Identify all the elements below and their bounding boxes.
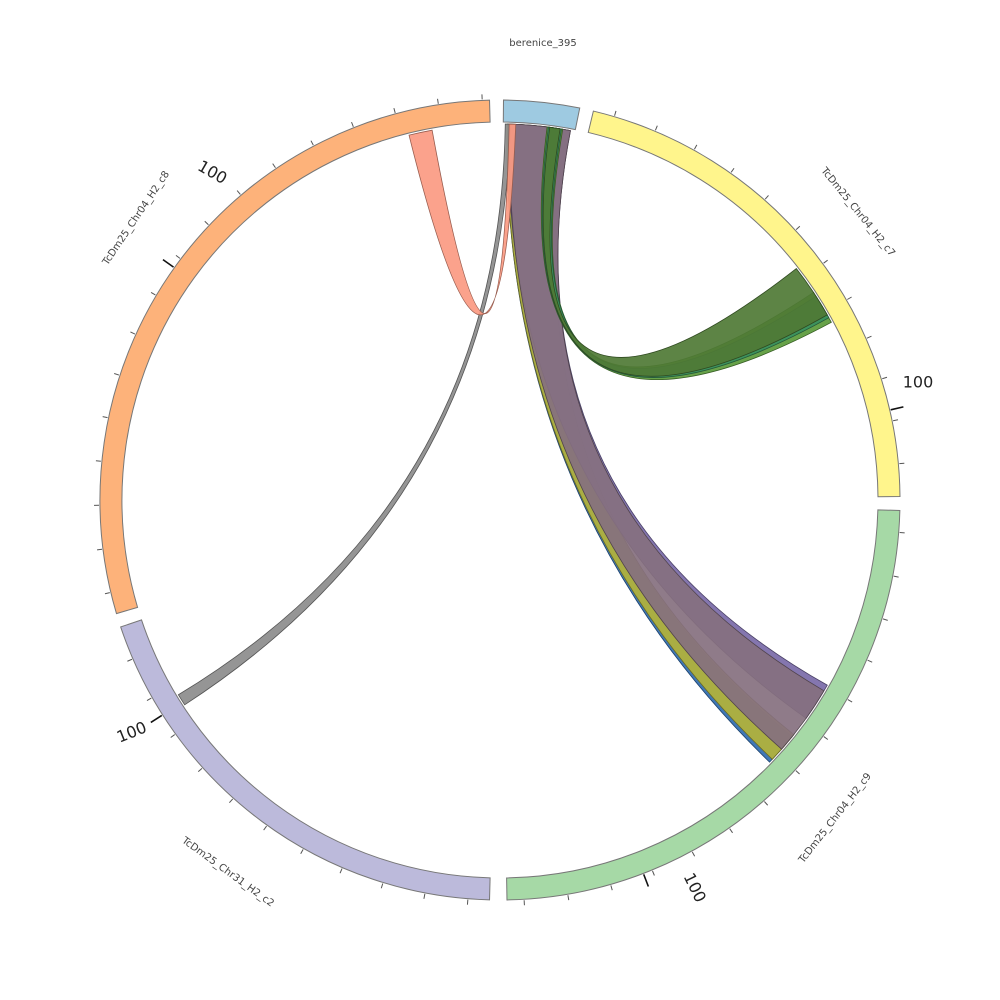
tick-c8 [150, 291, 156, 296]
tick-c9 [729, 828, 733, 834]
tick-c7 [823, 259, 828, 264]
tick-label-c2: 100 [114, 718, 149, 747]
segment-layer [99, 99, 901, 901]
tick-c9 [795, 770, 800, 775]
tick-c8 [104, 592, 110, 595]
tick-c2 [423, 893, 426, 899]
tick-c8 [272, 163, 276, 169]
major-tick-c9 [642, 874, 650, 887]
tick-c8 [102, 416, 108, 419]
tick-c8 [351, 121, 354, 127]
segment-c8 [99, 99, 491, 615]
tick-c7 [866, 335, 872, 339]
tick-label-c9: 100 [680, 870, 710, 906]
segment-label-c9: TcDm25_Chr04_H2_c9 [796, 771, 874, 866]
segment-c7 [587, 110, 901, 498]
tick-c7 [730, 167, 735, 173]
tick-c2 [197, 767, 203, 773]
tick-c8 [393, 107, 396, 114]
link-berenice-c7-6 [542, 126, 828, 377]
tick-c7 [764, 195, 769, 200]
tick-layer [94, 94, 905, 906]
tick-c7 [795, 225, 801, 230]
tick-c9 [823, 736, 829, 740]
segment-label-c2: TcDm25_Chr31_H2_c2 [179, 835, 276, 910]
tick-c2 [380, 883, 384, 889]
tick-c9 [610, 885, 613, 891]
tick-c2 [127, 658, 133, 662]
segment-c2 [120, 619, 491, 901]
tick-c9 [867, 659, 873, 663]
tick-c7 [892, 419, 899, 422]
link-berenice-c9-3 [509, 123, 825, 750]
tick-c7 [847, 296, 852, 300]
tick-c8 [175, 254, 181, 259]
tick-c9 [764, 801, 769, 806]
link-berenice-c2-7 [177, 123, 511, 706]
tick-label-c8: 100 [195, 156, 231, 188]
tick-c2 [263, 825, 267, 831]
major-tick-c2 [150, 714, 163, 724]
tick-c7 [882, 376, 888, 380]
tick-c2 [170, 734, 176, 738]
tick-c7 [693, 144, 698, 150]
tick-c8 [97, 548, 103, 551]
segment-c9 [506, 509, 901, 901]
tick-c8 [236, 190, 241, 195]
tick-c2 [300, 849, 304, 854]
segment-label-berenice: berenice_395 [509, 38, 576, 49]
tick-c8 [437, 98, 439, 104]
tick-c2 [229, 798, 234, 803]
tick-c2 [339, 868, 343, 874]
tick-c9 [567, 895, 570, 901]
tick-c9 [847, 699, 853, 703]
tick-c8 [204, 220, 209, 226]
tick-c9 [882, 618, 888, 621]
tick-c9 [652, 870, 655, 876]
segment-label-c8: TcDm25_Chr04_H2_c8 [100, 169, 172, 268]
segment-berenice [502, 99, 581, 131]
tick-c8 [310, 140, 314, 146]
tick-c7 [614, 110, 617, 116]
tick-c2 [146, 697, 152, 701]
segment-label-c7: TcDm25_Chr04_H2_c7 [818, 165, 897, 259]
link-berenice-c8-8 [408, 123, 517, 316]
major-tick-c8 [162, 258, 175, 268]
tick-c8 [114, 373, 120, 376]
tick-c9 [691, 851, 696, 857]
tick-c9 [893, 575, 899, 578]
link-layer [177, 123, 832, 763]
tick-label-c7: 100 [903, 373, 934, 392]
tick-c8 [130, 331, 136, 335]
major-tick-c7 [890, 406, 904, 411]
tick-c7 [654, 125, 658, 131]
